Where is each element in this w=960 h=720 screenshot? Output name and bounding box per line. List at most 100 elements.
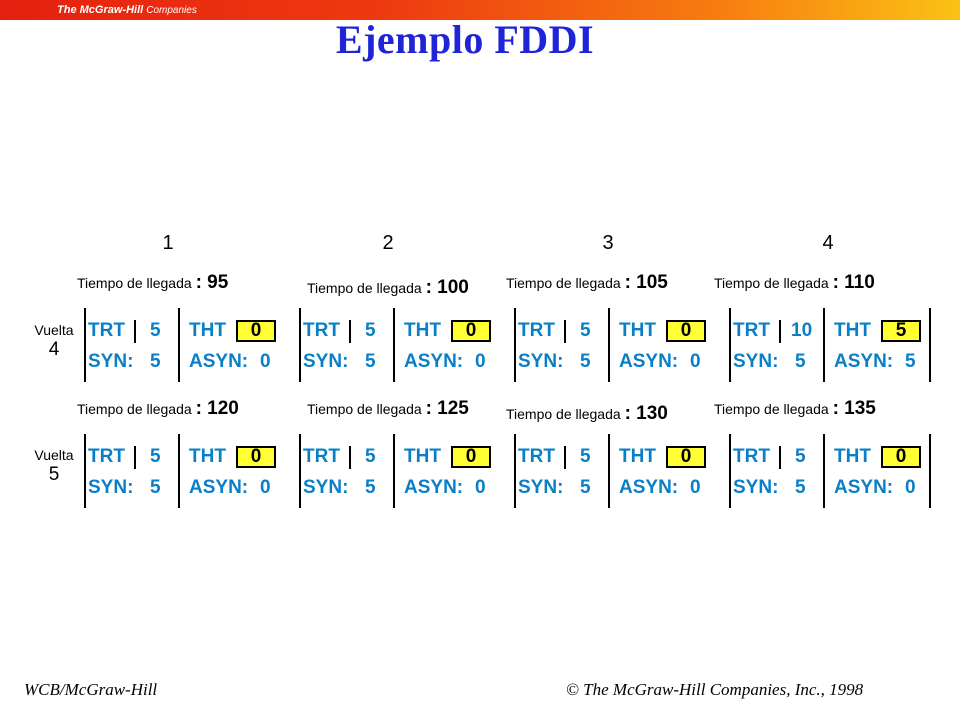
- syn-value: 5: [150, 477, 161, 498]
- asyn-value: 0: [690, 351, 701, 372]
- station-left-border: [84, 308, 86, 382]
- syn-value: 5: [365, 351, 376, 372]
- arrival-time: Tiempo de llegada : 95: [77, 272, 228, 294]
- arrival-label: Tiempo de llegada: [714, 275, 829, 291]
- tht-highlight-box: 0: [236, 320, 276, 342]
- header-banner: The McGraw-Hill Companies: [0, 0, 960, 20]
- arrival-label: Tiempo de llegada: [307, 401, 422, 417]
- station-divider: [178, 308, 180, 382]
- trt-value: 5: [795, 446, 806, 467]
- station-left-border: [729, 434, 731, 508]
- syn-label: SYN:: [88, 351, 134, 372]
- tht-highlight-box: 0: [451, 446, 491, 468]
- asyn-label: ASYN:: [189, 351, 249, 372]
- mcgraw-hill-logo: The McGraw-Hill Companies: [57, 2, 197, 18]
- station-divider: [393, 434, 395, 508]
- asyn-value: 0: [905, 477, 916, 498]
- syn-value: 5: [795, 351, 806, 372]
- vuelta-text: Vuelta: [34, 447, 74, 463]
- syn-label: SYN:: [303, 351, 349, 372]
- tht-highlight-box: 5: [881, 320, 921, 342]
- arrival-label: Tiempo de llegada: [506, 406, 621, 422]
- station-divider: [823, 434, 825, 508]
- tht-label: THT: [189, 320, 226, 341]
- asyn-value: 0: [475, 351, 486, 372]
- station-divider: [608, 434, 610, 508]
- syn-label: SYN:: [303, 477, 349, 498]
- trt-separator: [779, 320, 781, 343]
- trt-separator: [349, 320, 351, 343]
- trt-value: 5: [150, 446, 161, 467]
- syn-label: SYN:: [518, 351, 564, 372]
- vuelta-number: 4: [48, 339, 60, 360]
- asyn-value: 0: [475, 477, 486, 498]
- arrival-value: : 125: [425, 398, 469, 419]
- arrival-time: Tiempo de llegada : 100: [307, 277, 469, 299]
- trt-value: 5: [580, 320, 591, 341]
- trt-value: 5: [580, 446, 591, 467]
- trt-label: TRT: [518, 320, 555, 341]
- station-cell: Tiempo de llegada : 130 TRT 5 SYN: 5 THT 0 ASYN…: [506, 398, 729, 528]
- syn-label: SYN:: [88, 477, 134, 498]
- arrival-time: Tiempo de llegada : 105: [506, 272, 668, 294]
- arrival-time: Tiempo de llegada : 125: [307, 398, 469, 420]
- arrival-time: Tiempo de llegada : 135: [714, 398, 876, 420]
- tht-highlight-box: 0: [666, 446, 706, 468]
- station-divider: [823, 308, 825, 382]
- trt-label: TRT: [518, 446, 555, 467]
- arrival-value: : 130: [624, 403, 668, 424]
- arrival-time: Tiempo de llegada : 110: [714, 272, 875, 294]
- column-number-3: 3: [602, 232, 614, 254]
- station-cell: Tiempo de llegada : 95 TRT 5 SYN: 5 THT 0 ASYN:…: [77, 272, 299, 402]
- arrival-label: Tiempo de llegada: [77, 401, 192, 417]
- station-cell: Tiempo de llegada : 110 TRT 10 SYN: 5 THT 5 ASY…: [714, 272, 944, 402]
- syn-value: 5: [150, 351, 161, 372]
- trt-value: 5: [150, 320, 161, 341]
- asyn-label: ASYN:: [834, 477, 894, 498]
- logo-suffix: Companies: [146, 5, 197, 16]
- vuelta-text: Vuelta: [34, 322, 74, 338]
- arrival-time: Tiempo de llegada : 130: [506, 403, 668, 425]
- arrival-label: Tiempo de llegada: [506, 275, 621, 291]
- station-cell: Tiempo de llegada : 120 TRT 5 SYN: 5 THT 0 ASYN…: [77, 398, 299, 528]
- trt-value: 10: [791, 320, 813, 341]
- asyn-label: ASYN:: [404, 351, 464, 372]
- asyn-label: ASYN:: [189, 477, 249, 498]
- trt-separator: [134, 320, 136, 343]
- syn-value: 5: [365, 477, 376, 498]
- trt-label: TRT: [303, 320, 340, 341]
- arrival-value: : 110: [832, 272, 875, 293]
- trt-separator: [349, 446, 351, 469]
- vuelta-label: Vuelta 4: [24, 322, 84, 361]
- arrival-label: Tiempo de llegada: [307, 280, 422, 296]
- vuelta-number: 5: [48, 464, 60, 485]
- column-number-1: 1: [162, 232, 174, 254]
- station-left-border: [299, 434, 301, 508]
- station-cell: Tiempo de llegada : 100 TRT 5 SYN: 5 THT 0 ASYN…: [299, 272, 514, 402]
- asyn-value: 0: [260, 351, 271, 372]
- asyn-value: 5: [905, 351, 916, 372]
- asyn-label: ASYN:: [619, 351, 679, 372]
- arrival-label: Tiempo de llegada: [714, 401, 829, 417]
- trt-label: TRT: [733, 320, 770, 341]
- grid-right-border: [929, 308, 931, 382]
- tht-label: THT: [189, 446, 226, 467]
- tht-highlight-box: 0: [451, 320, 491, 342]
- arrival-value: : 95: [195, 272, 229, 293]
- arrival-label: Tiempo de llegada: [77, 275, 192, 291]
- trt-label: TRT: [88, 446, 125, 467]
- station-divider: [393, 308, 395, 382]
- asyn-label: ASYN:: [834, 351, 894, 372]
- syn-value: 5: [795, 477, 806, 498]
- station-left-border: [299, 308, 301, 382]
- asyn-label: ASYN:: [619, 477, 679, 498]
- asyn-label: ASYN:: [404, 477, 464, 498]
- tht-label: THT: [619, 446, 656, 467]
- trt-separator: [564, 320, 566, 343]
- arrival-value: : 135: [832, 398, 876, 419]
- footer-publisher: WCB/McGraw-Hill: [24, 680, 158, 699]
- trt-separator: [779, 446, 781, 469]
- station-left-border: [514, 434, 516, 508]
- logo-text: The McGraw-Hill: [57, 4, 144, 16]
- trt-label: TRT: [733, 446, 770, 467]
